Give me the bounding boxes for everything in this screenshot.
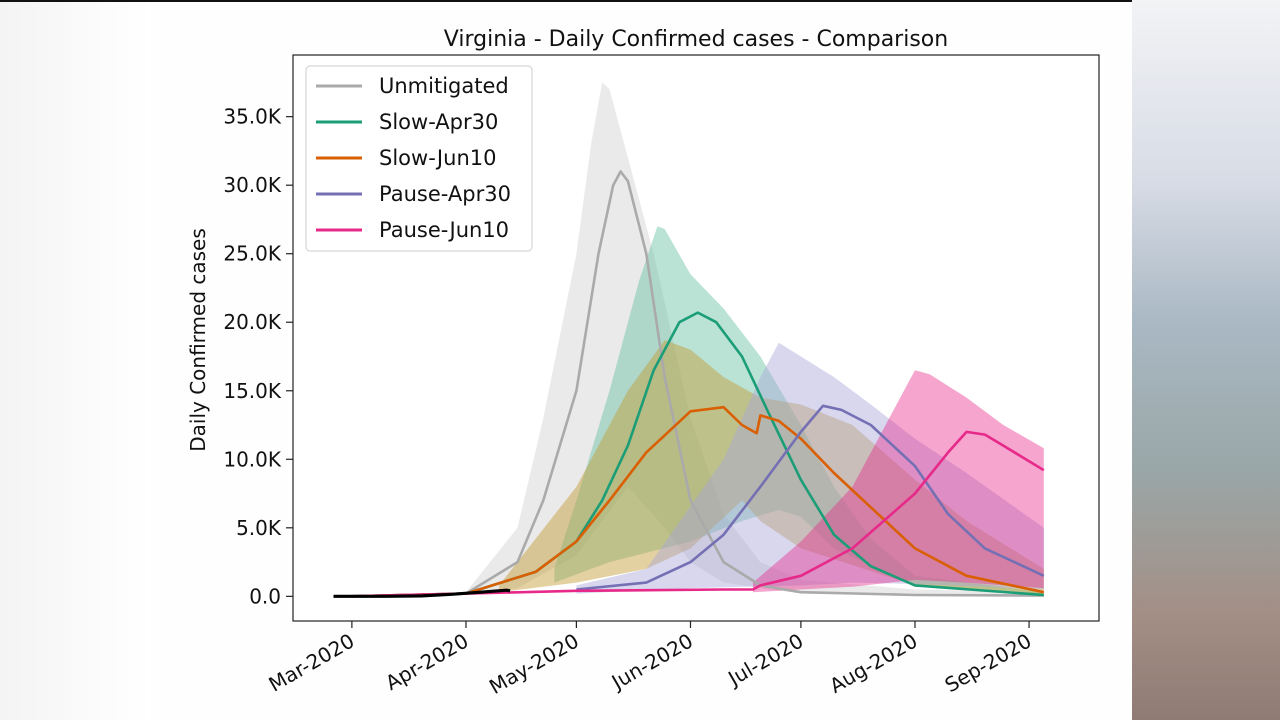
top-border-strip	[0, 0, 1280, 2]
x-tick-label: Apr-2020	[381, 629, 472, 696]
y-tick-label: 0.0	[249, 584, 281, 608]
y-tick-label: 10.0K	[223, 447, 282, 471]
line-pause-jun10	[351, 430, 1045, 598]
y-axis-label: Daily Confirmed cases	[186, 228, 210, 452]
legend-label-pause-apr30: Pause-Apr30	[379, 182, 511, 206]
y-tick-label: 30.0K	[223, 173, 282, 197]
x-tick-label: May-2020	[485, 629, 583, 699]
y-tick-label: 5.0K	[236, 516, 282, 540]
y-tick-label: 20.0K	[223, 310, 282, 334]
x-tick-label: Sep-2020	[941, 629, 1036, 698]
legend-box	[305, 65, 533, 252]
y-tick-label: 15.0K	[223, 379, 282, 403]
line-observed	[333, 588, 511, 598]
y-tick-label: 35.0K	[223, 105, 282, 129]
band-pause-apr30	[576, 342, 1044, 594]
y-tick-label: 25.0K	[223, 242, 282, 266]
legend: Unmitigated Slow-Apr30 Slow-Jun10 Pause-Apr…	[305, 65, 533, 252]
x-tick-label: Jul-2020	[722, 629, 807, 692]
x-tick-label: Jun-2020	[606, 629, 697, 695]
right-side-blurred-background	[1132, 0, 1280, 720]
band-slow-jun10	[499, 340, 1044, 595]
y-axis: 0.0 5.0K 10.0K 15.0K 20.0K 25.0K 30.0K 35.0K	[223, 105, 293, 608]
legend-label-pause-jun10: Pause-Jun10	[379, 218, 509, 242]
band-unmitigated	[351, 82, 1044, 597]
line-unmitigated	[351, 170, 1044, 598]
chart-title: Virginia - Daily Confirmed cases - Compa…	[444, 27, 948, 52]
line-slow-jun10	[351, 405, 1045, 598]
legend-label-slow-apr30: Slow-Apr30	[379, 110, 498, 134]
x-axis: Mar-2020 Apr-2020 May-2020 Jun-2020 Jul-2020…	[264, 621, 1036, 699]
x-tick-label: Aug-2020	[825, 629, 921, 698]
plot-frame	[292, 54, 1100, 622]
series-lines	[333, 170, 1045, 598]
legend-label-slow-jun10: Slow-Jun10	[379, 146, 496, 170]
line-pause-apr30	[576, 404, 1045, 591]
band-slow-apr30	[554, 226, 1044, 596]
left-margin	[0, 2, 150, 720]
legend-label-unmitigated: Unmitigated	[379, 74, 509, 98]
x-tick-label: Mar-2020	[264, 629, 358, 697]
